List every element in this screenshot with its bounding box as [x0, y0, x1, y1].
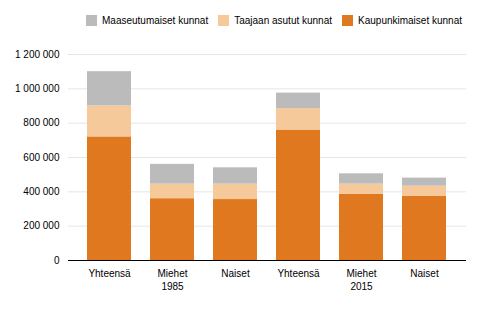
html-text:Maaseutumaiset kunnat: Maaseutumaiset kunnat: [102, 15, 209, 26]
svg-text:1 200 000: 1 200 000: [15, 49, 60, 60]
svg-text:Yhteensä: Yhteensä: [277, 268, 320, 279]
svg-text:Miehet: Miehet: [346, 268, 376, 279]
html-text:Taajaan asutut kunnat: Taajaan asutut kunnat: [234, 15, 332, 26]
svg-text:2015: 2015: [350, 281, 373, 292]
svg-text:1 000 000: 1 000 000: [15, 83, 60, 94]
svg-text:Naiset: Naiset: [410, 268, 439, 279]
svg-text:1985: 1985: [161, 281, 184, 292]
svg-text:Miehet: Miehet: [157, 268, 187, 279]
svg-text:600 000: 600 000: [23, 152, 60, 163]
svg-text:400 000: 400 000: [23, 186, 60, 197]
html-text:Kaupunkimaiset kunnat: Kaupunkimaiset kunnat: [358, 15, 462, 26]
svg-text:800 000: 800 000: [23, 117, 60, 128]
svg-text:200 000: 200 000: [23, 220, 60, 231]
svg-text:0: 0: [54, 255, 60, 266]
svg-text:Naiset: Naiset: [221, 268, 250, 279]
svg-text:Yhteensä: Yhteensä: [88, 268, 131, 279]
